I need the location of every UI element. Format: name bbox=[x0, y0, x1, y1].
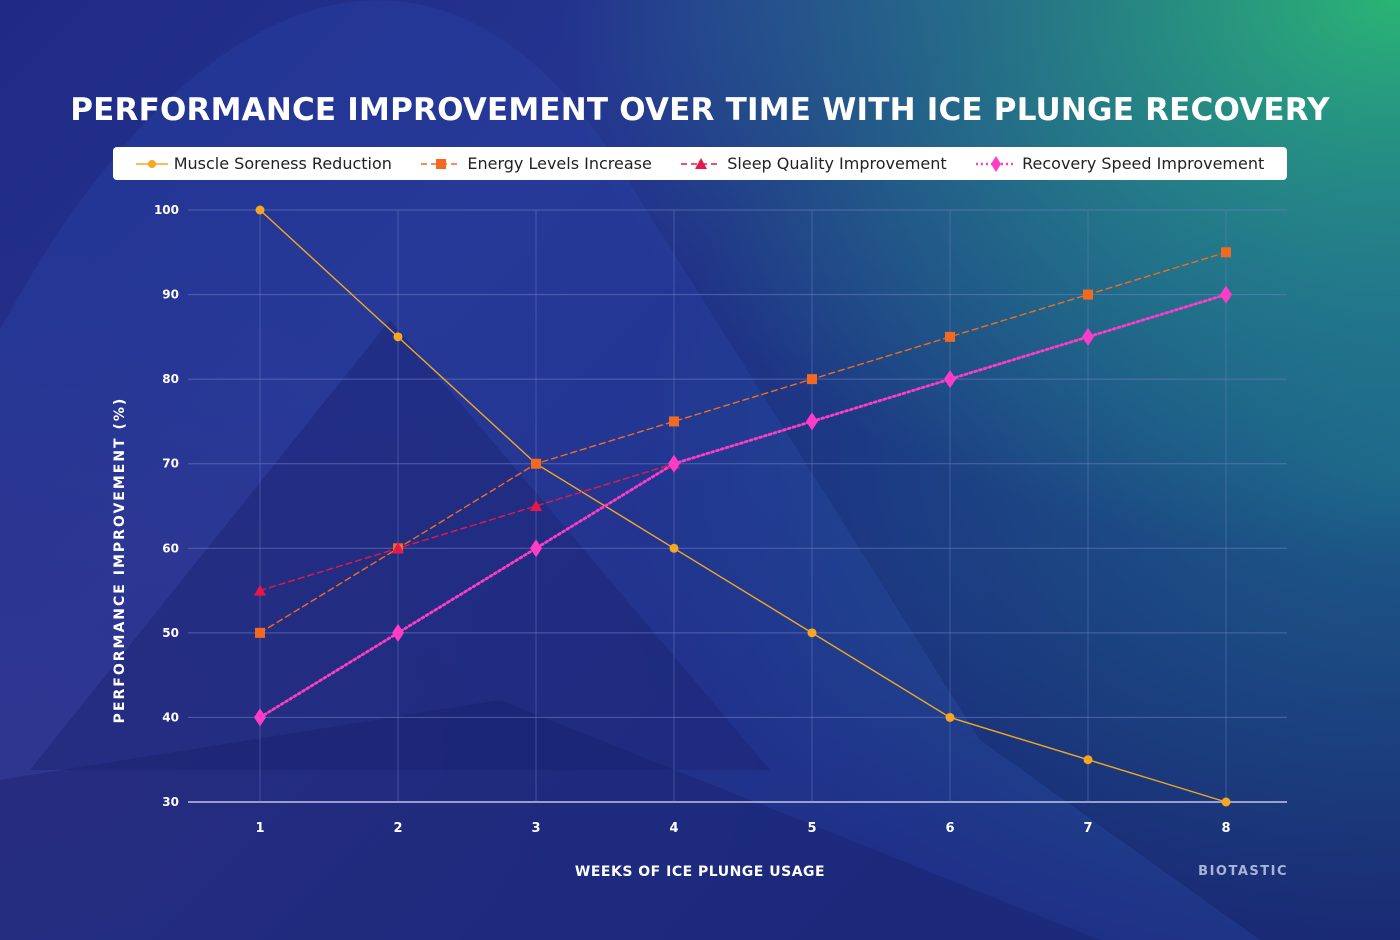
series-line-0 bbox=[259, 209, 1227, 803]
x-tick-label: 7 bbox=[1083, 821, 1092, 836]
data-point bbox=[255, 205, 265, 215]
legend-item-sleep-quality: Sleep Quality Improvement bbox=[681, 154, 947, 173]
data-point bbox=[393, 332, 403, 342]
data-point bbox=[807, 628, 817, 638]
y-tick-label: 80 bbox=[162, 372, 179, 386]
data-point bbox=[530, 539, 542, 558]
x-tick-label: 6 bbox=[945, 821, 954, 836]
data-point bbox=[944, 370, 956, 389]
data-point bbox=[945, 331, 955, 342]
data-point bbox=[1221, 247, 1231, 258]
legend-label: Recovery Speed Improvement bbox=[1022, 154, 1265, 173]
data-point bbox=[806, 412, 818, 431]
legend-marker-sleep bbox=[681, 157, 722, 169]
legend-marker-muscle bbox=[135, 159, 168, 168]
y-tick-label: 50 bbox=[162, 626, 179, 640]
x-tick-label: 8 bbox=[1221, 821, 1230, 836]
legend-label: Energy Levels Increase bbox=[467, 154, 652, 173]
x-tick-label: 3 bbox=[531, 821, 540, 836]
data-point bbox=[392, 623, 404, 642]
x-tick-label: 2 bbox=[393, 821, 402, 836]
legend-item-energy-levels: Energy Levels Increase bbox=[421, 154, 652, 173]
y-tick-label: 40 bbox=[162, 710, 179, 724]
data-point bbox=[1220, 285, 1232, 304]
data-point bbox=[254, 584, 266, 596]
y-tick-label: 60 bbox=[162, 541, 179, 555]
y-axis-label: PERFORMANCE IMPROVEMENT (%) bbox=[112, 396, 128, 724]
data-point bbox=[1083, 289, 1093, 300]
series-line-2 bbox=[259, 463, 675, 592]
brand-logo: BIOTASTIC bbox=[1198, 864, 1288, 879]
legend-label: Sleep Quality Improvement bbox=[727, 154, 947, 173]
data-point bbox=[668, 454, 680, 473]
data-point bbox=[255, 627, 265, 638]
x-tick-label: 5 bbox=[807, 821, 816, 836]
legend-marker-energy bbox=[421, 158, 462, 169]
chart-title: PERFORMANCE IMPROVEMENT OVER TIME WITH I… bbox=[70, 92, 1330, 128]
legend-label: Muscle Soreness Reduction bbox=[173, 154, 392, 173]
y-tick-label: 100 bbox=[154, 203, 179, 217]
x-axis-label: WEEKS OF ICE PLUNGE USAGE bbox=[574, 864, 826, 880]
data-point bbox=[254, 708, 266, 727]
data-point bbox=[807, 374, 817, 385]
data-point bbox=[669, 543, 679, 553]
data-point bbox=[1082, 327, 1094, 346]
series-line-3 bbox=[258, 293, 1228, 719]
series-line-1 bbox=[259, 251, 1227, 634]
data-point bbox=[945, 712, 955, 722]
data-point bbox=[531, 458, 541, 469]
y-tick-label: 70 bbox=[162, 457, 179, 471]
x-tick-label: 4 bbox=[669, 821, 678, 836]
legend: Muscle Soreness Reduction Energy Levels … bbox=[113, 147, 1287, 180]
data-point bbox=[669, 416, 679, 427]
legend-item-recovery-speed: Recovery Speed Improvement bbox=[976, 154, 1264, 173]
data-point bbox=[530, 500, 542, 511]
data-point bbox=[392, 542, 404, 554]
x-tick-label: 1 bbox=[255, 821, 264, 836]
legend-marker-recovery bbox=[976, 155, 1017, 172]
legend-item-muscle-soreness: Muscle Soreness Reduction bbox=[135, 154, 392, 173]
y-tick-label: 90 bbox=[162, 288, 179, 302]
data-point bbox=[1083, 755, 1093, 765]
y-tick-label: 30 bbox=[162, 795, 179, 809]
data-point bbox=[1221, 797, 1231, 807]
